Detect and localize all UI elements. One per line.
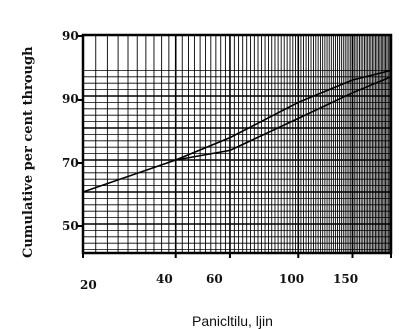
series-line-1 bbox=[82, 69, 392, 193]
x-tick-label: 150 bbox=[333, 272, 358, 286]
y-tick-label: 70 bbox=[62, 156, 79, 170]
y-tick-label: 50 bbox=[62, 219, 79, 233]
x-axis-label: Panicltilu, lјin bbox=[192, 313, 273, 329]
y-axis-label: Cumulative per cent through bbox=[21, 46, 36, 258]
x-tick-label: 20 bbox=[80, 278, 97, 292]
y-tick-label: 90 bbox=[62, 29, 79, 43]
series-line-2 bbox=[175, 76, 392, 161]
x-tick-label: 60 bbox=[206, 272, 223, 286]
grid bbox=[82, 35, 392, 253]
series-group bbox=[78, 35, 392, 258]
plot-frame bbox=[81, 33, 393, 255]
y-tick-label: 90 bbox=[62, 92, 79, 106]
x-tick-label: 40 bbox=[156, 272, 173, 286]
x-tick-label: 100 bbox=[279, 272, 304, 286]
